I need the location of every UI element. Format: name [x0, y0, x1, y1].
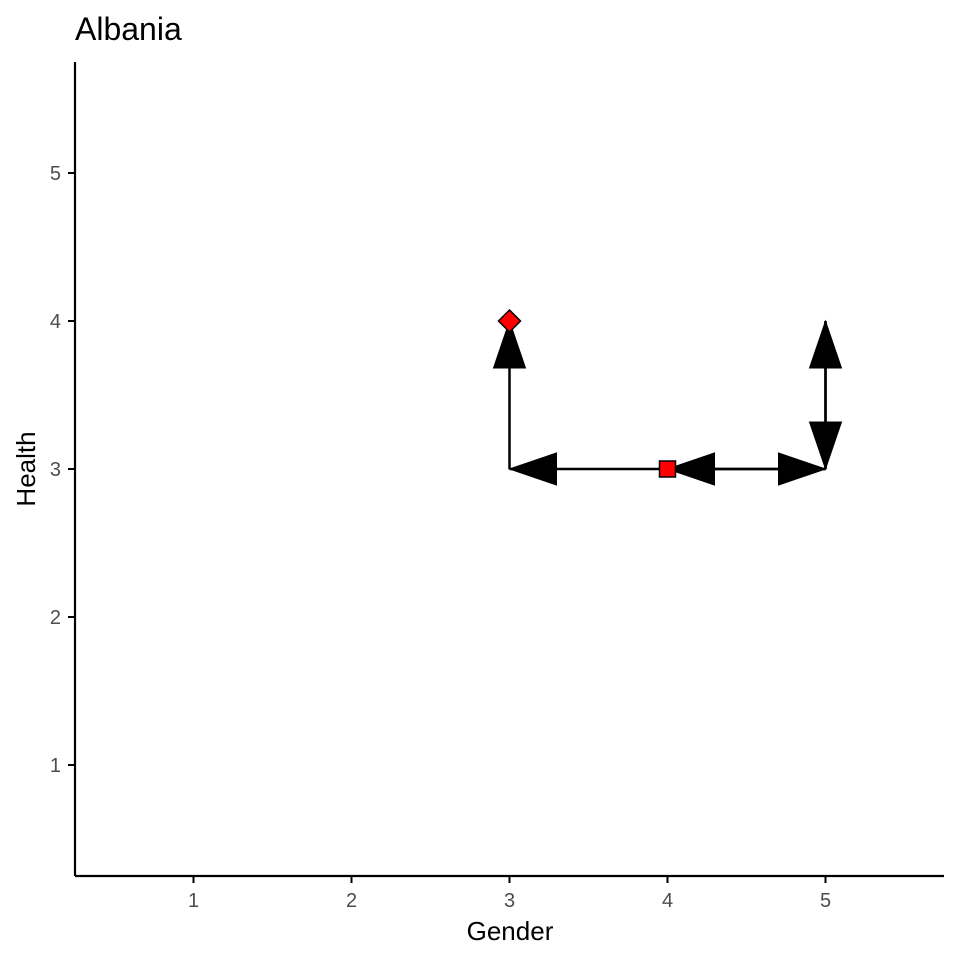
tick-group: 1 2 3 4 5 1 2 3 4 5 [50, 163, 831, 912]
arrowhead [808, 421, 843, 471]
y-tick-label: 4 [50, 311, 61, 333]
x-tick-label: 4 [662, 890, 673, 912]
end-point-marker [497, 308, 522, 334]
chart-title: Albania [75, 11, 182, 47]
y-tick-label: 1 [50, 755, 61, 777]
start-point-marker [658, 460, 677, 478]
arrowhead [665, 452, 715, 486]
y-tick-label: 5 [50, 163, 61, 185]
x-tick-label: 3 [504, 890, 515, 912]
chart-marks [492, 308, 843, 486]
arrowhead [492, 319, 527, 369]
y-tick-label: 3 [50, 459, 61, 481]
y-axis-label: Health [11, 431, 41, 506]
x-tick-label: 1 [188, 890, 199, 912]
x-axis-label: Gender [467, 916, 554, 946]
y-tick-label: 2 [50, 607, 61, 629]
arrowhead [507, 452, 557, 486]
x-tick-label: 2 [346, 890, 357, 912]
x-tick-label: 5 [820, 890, 831, 912]
